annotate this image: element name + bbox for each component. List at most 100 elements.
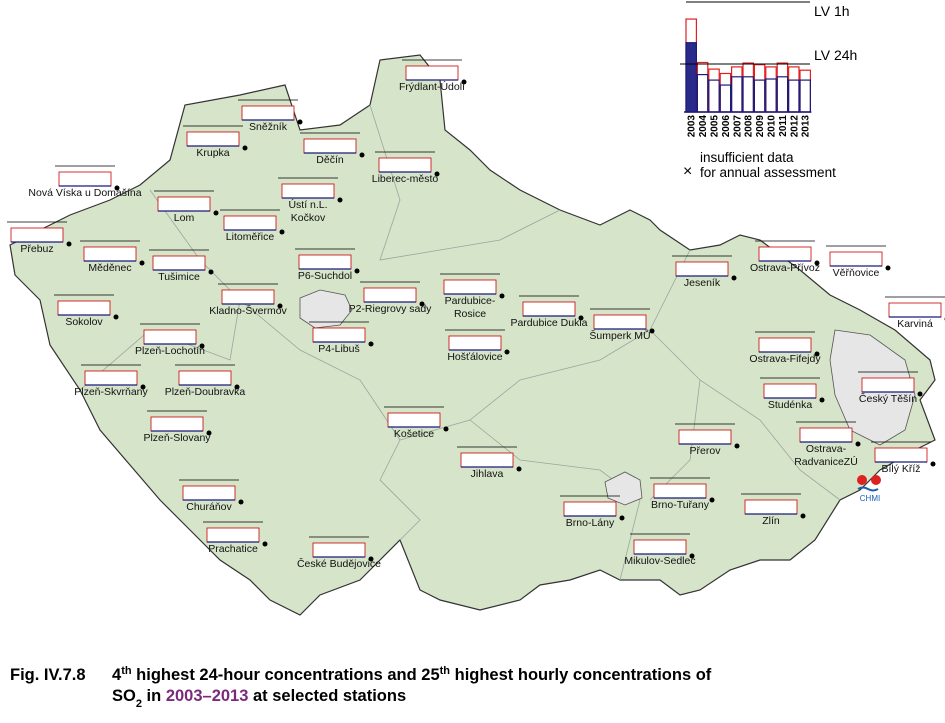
caption-line: 4th highest 24-hour concentrations and 2… (112, 665, 712, 684)
station-label: Krupka (196, 147, 229, 159)
station-label: Bílý Kříž (881, 463, 920, 475)
mini-chart-frame (179, 371, 231, 385)
station-dot (263, 542, 268, 547)
station-label: Ústí n.L. (288, 198, 327, 211)
station-dot (931, 462, 936, 467)
station-label: Nová Víska u Domašína (28, 187, 141, 199)
station-dot (856, 442, 861, 447)
station-dot (735, 444, 740, 449)
caption-part: th (121, 665, 132, 677)
station-label: Měděnec (88, 262, 131, 274)
hourly-bar (777, 63, 787, 112)
station-label: Rosice (454, 308, 486, 320)
station-dot (500, 294, 505, 299)
station-dot (360, 153, 365, 158)
station-label: RadvaniceZÚ (794, 455, 858, 468)
station-label: Sněžník (249, 121, 288, 133)
station-label: P4-Libuš (318, 343, 359, 355)
station-dot (505, 350, 510, 355)
mini-chart-frame (764, 384, 816, 398)
station-label: Lom (174, 212, 195, 224)
station-label: Litoměřice (226, 231, 275, 243)
mini-chart-frame (594, 315, 646, 329)
mini-chart-frame (759, 247, 811, 261)
caption-part: highest 24-hour concentrations and 25 (132, 666, 440, 684)
station-label: Košetice (394, 428, 434, 440)
mini-chart-frame (759, 338, 811, 352)
station-dot (517, 467, 522, 472)
station-label: Přebuz (20, 243, 53, 255)
mini-chart-frame (183, 486, 235, 500)
mini-chart-frame (58, 301, 110, 315)
marker-symbol: × (683, 163, 692, 180)
mini-chart-frame (313, 543, 365, 557)
station-dot (140, 261, 145, 266)
station-label: Plzeň-Slovany (143, 432, 211, 444)
caption-part: SO (112, 687, 136, 705)
mini-chart-frame (144, 330, 196, 344)
daily-bar (686, 43, 696, 112)
mini-chart-frame (11, 228, 63, 242)
year-label: 2010 (767, 115, 778, 138)
station-label: Prachatice (208, 543, 258, 555)
mini-chart-frame (830, 252, 882, 266)
mini-chart-frame (461, 453, 513, 467)
station-label: Hošťálovice (447, 351, 502, 363)
station-dot (918, 392, 923, 397)
mini-chart-frame (84, 247, 136, 261)
figure-number: Fig. IV.7.8 (10, 666, 86, 684)
station-dot (820, 398, 825, 403)
station-label: Věřňovice (833, 267, 880, 279)
station-label: P2-Riegrovy sady (349, 303, 433, 315)
mini-chart-frame (875, 448, 927, 462)
mini-chart-frame (444, 280, 496, 294)
mini-chart-frame (313, 328, 365, 342)
logo-dot (871, 475, 881, 485)
mini-chart-frame (745, 500, 797, 514)
mini-chart-frame (153, 256, 205, 270)
caption-part: th (440, 665, 451, 677)
station-label: Frýdlant-Údolí (399, 80, 465, 93)
hourly-bar (754, 65, 764, 112)
mini-chart-frame (364, 288, 416, 302)
year-label: 2008 (744, 115, 755, 138)
mini-chart-frame (299, 255, 351, 269)
caption-part: in (142, 687, 166, 705)
station-dot (280, 230, 285, 235)
station-dot (801, 514, 806, 519)
limit-label: LV 24h (814, 47, 857, 63)
station-label: P6-Suchdol (298, 270, 352, 282)
mini-chart-frame (242, 106, 294, 120)
station-dot (243, 146, 248, 151)
year-label: 2013 (801, 115, 812, 138)
station: Nová Víska u Domašína (28, 166, 141, 199)
year-label: 2005 (710, 115, 721, 138)
mini-chart-frame (379, 158, 431, 172)
mini-chart-frame (158, 197, 210, 211)
mini-chart-frame (304, 139, 356, 153)
station-dot (298, 120, 303, 125)
caption: Fig. IV.7.8 4th highest 24-hour concentra… (10, 665, 712, 710)
mini-chart-frame (634, 540, 686, 554)
station-label: Jihlava (471, 468, 504, 480)
logo-text: CHMI (860, 494, 880, 503)
mini-chart-frame (406, 66, 458, 80)
station-dot (209, 270, 214, 275)
mini-chart-frame (523, 302, 575, 316)
mini-chart-frame (862, 378, 914, 392)
hourly-bar (709, 69, 719, 112)
station-label: Studénka (768, 399, 813, 411)
year-label: 2007 (732, 115, 743, 138)
year-label: 2003 (687, 115, 698, 138)
station-label: Mikulov-Sedlec (624, 555, 695, 567)
station-dot (732, 276, 737, 281)
year-label: 2004 (698, 115, 709, 138)
mini-chart-frame (151, 417, 203, 431)
year-label: 2012 (789, 115, 800, 138)
station-label: Šumperk MŮ (589, 329, 650, 342)
station-label: Přerov (690, 445, 722, 457)
station-dot (338, 198, 343, 203)
marker-text: insufficient data (700, 150, 794, 165)
station-dot (369, 342, 374, 347)
